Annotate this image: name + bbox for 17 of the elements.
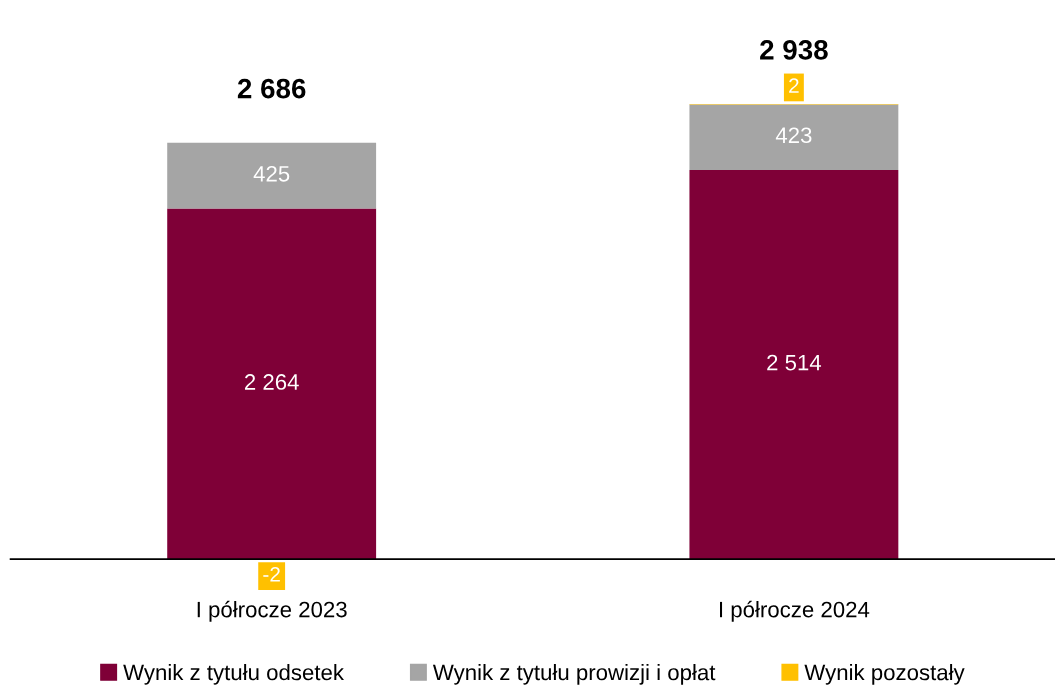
data-label: 2 264: [244, 374, 299, 390]
legend-label: Wynik z tytułu prowizji i opłat: [432, 663, 716, 685]
x-tick-label: I półrocze 2023: [197, 600, 347, 622]
legend-label: Wynik z tytułu odsetek: [123, 663, 344, 685]
x-tick-label: I półrocze 2024: [719, 600, 870, 622]
data-label: 425: [253, 165, 290, 182]
data-label: 2: [789, 78, 799, 93]
legend-label: Wynik pozostały: [804, 663, 965, 685]
data-label: -2: [263, 566, 280, 582]
bar: [689, 104, 899, 170]
total-label: 2 686: [237, 78, 306, 99]
data-label: 423: [775, 127, 812, 144]
bar: [167, 208, 377, 560]
data-label: 2 514: [767, 354, 822, 371]
total-label: 2 938: [760, 40, 828, 60]
bar: [689, 169, 899, 560]
bar: [167, 142, 377, 209]
